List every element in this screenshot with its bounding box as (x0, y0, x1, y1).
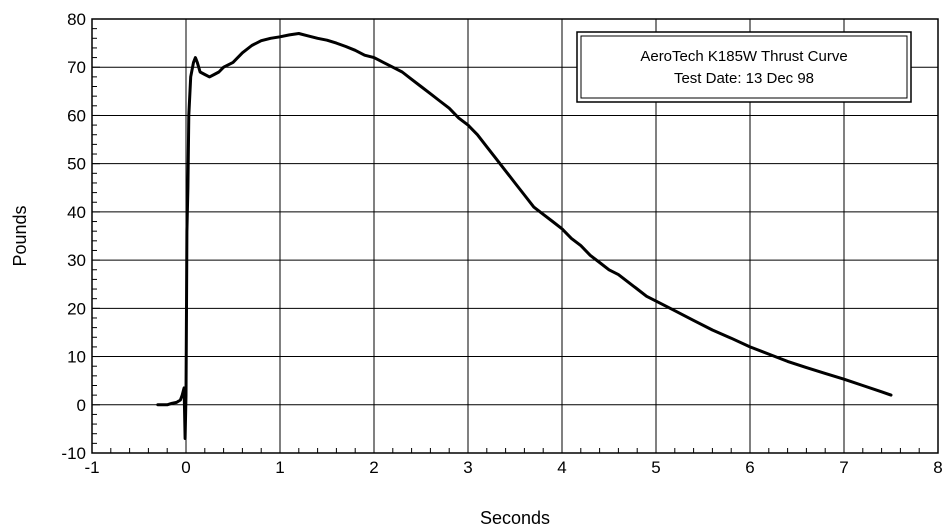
x-tick-labels: -1 0 1 2 3 4 5 6 7 8 (84, 458, 942, 477)
y-tick-label-2: 10 (67, 348, 86, 367)
plot-area-frame (91, 18, 939, 454)
y-tick-label-8: 70 (67, 58, 86, 77)
x-tick-label-3: 2 (369, 458, 378, 477)
y-tick-label-9: 80 (67, 10, 86, 29)
legend-inner-frame (580, 35, 908, 99)
x-tick-label-7: 6 (745, 458, 754, 477)
y-tick-labels: -10 0 10 20 30 40 50 60 70 80 (61, 10, 86, 463)
x-tick-label-6: 5 (651, 458, 660, 477)
x-tick-label-0: -1 (84, 458, 99, 477)
x-tick-label-5: 4 (557, 458, 566, 477)
x-tick-label-2: 1 (275, 458, 284, 477)
y-axis-label: Pounds (10, 205, 30, 266)
x-tick-label-9: 8 (933, 458, 942, 477)
chart-subtitle: Test Date: 13 Dec 98 (674, 70, 814, 87)
legend-box: AeroTech K185W Thrust Curve Test Date: 1… (576, 31, 912, 103)
y-tick-label-4: 30 (67, 251, 86, 270)
x-tick-label-4: 3 (463, 458, 472, 477)
y-tick-label-5: 40 (67, 203, 86, 222)
y-tick-label-6: 50 (67, 155, 86, 174)
y-tick-label-7: 60 (67, 106, 86, 125)
y-tick-label-1: 0 (77, 396, 86, 415)
tick-marks (91, 18, 939, 454)
legend-frame (576, 31, 912, 103)
thrust-curve-line (156, 32, 893, 440)
x-axis-label: Seconds (480, 508, 550, 528)
y-tick-label-3: 20 (67, 299, 86, 318)
x-tick-label-8: 7 (839, 458, 848, 477)
x-tick-label-1: 0 (181, 458, 190, 477)
chart-title: AeroTech K185W Thrust Curve (640, 48, 847, 65)
y-tick-label-0: -10 (61, 444, 86, 463)
